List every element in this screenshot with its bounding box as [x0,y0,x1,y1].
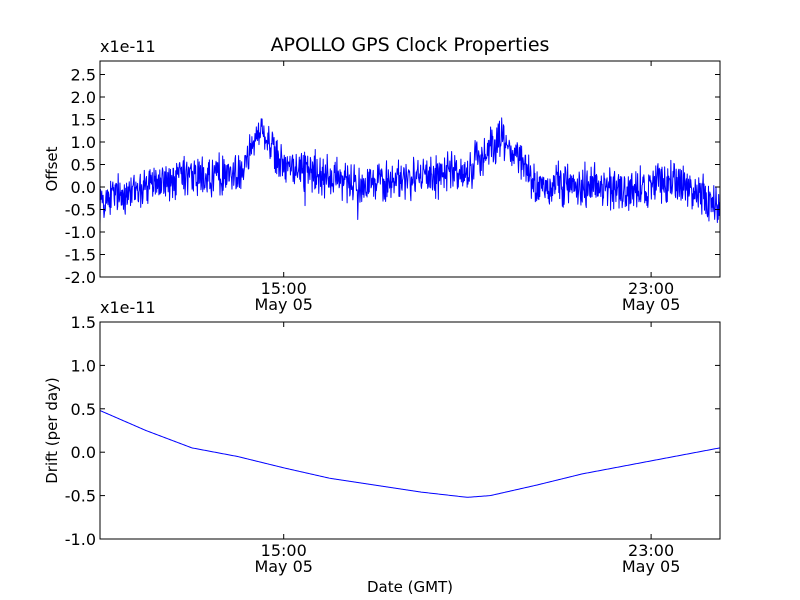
axis-scale-label: x1e-11 [100,37,156,56]
axis-scale-label: x1e-11 [100,298,156,317]
y-tick-label: 0.0 [71,443,96,462]
y-tick-label: 0.5 [71,156,96,175]
x-tick-label-time: 15:00 [261,279,307,298]
offset-series-line [99,117,721,225]
y-tick-label: -1.0 [65,223,96,242]
x-tick-label-date: May 05 [622,295,681,314]
x-tick-label-time: 23:00 [628,541,674,560]
y-tick-label: -1.5 [65,246,96,265]
y-tick-label: 0.0 [71,178,96,197]
y-tick-label: -0.5 [65,201,96,220]
y-tick-label: -2.0 [65,268,96,287]
axes-frame [99,60,721,278]
x-axis-label: Date (GMT) [367,578,453,596]
axes-frame [99,321,721,540]
chart-title: APOLLO GPS Clock Properties [271,34,550,56]
offset-axes: -2.0-1.5-1.0-0.50.00.51.01.52.02.515:00M… [43,37,721,314]
y-tick-label: 1.5 [71,111,96,130]
x-tick-label-date: May 05 [254,295,313,314]
drift-series-line [99,410,721,498]
y-tick-label: 0.5 [71,400,96,419]
y-tick-label: 2.5 [71,66,96,85]
y-tick-label: 1.0 [71,356,96,375]
y-axis-label: Drift (per day) [43,377,61,484]
y-tick-label: 1.0 [71,133,96,152]
y-tick-label: -0.5 [65,487,96,506]
x-tick-label-time: 23:00 [628,279,674,298]
x-tick-label-date: May 05 [254,557,313,576]
y-tick-label: 2.0 [71,88,96,107]
x-tick-label-date: May 05 [622,557,681,576]
y-tick-label: 1.5 [71,313,96,332]
y-tick-label: -1.0 [65,530,96,549]
y-axis-label: Offset [43,146,61,191]
x-tick-label-time: 15:00 [261,541,307,560]
